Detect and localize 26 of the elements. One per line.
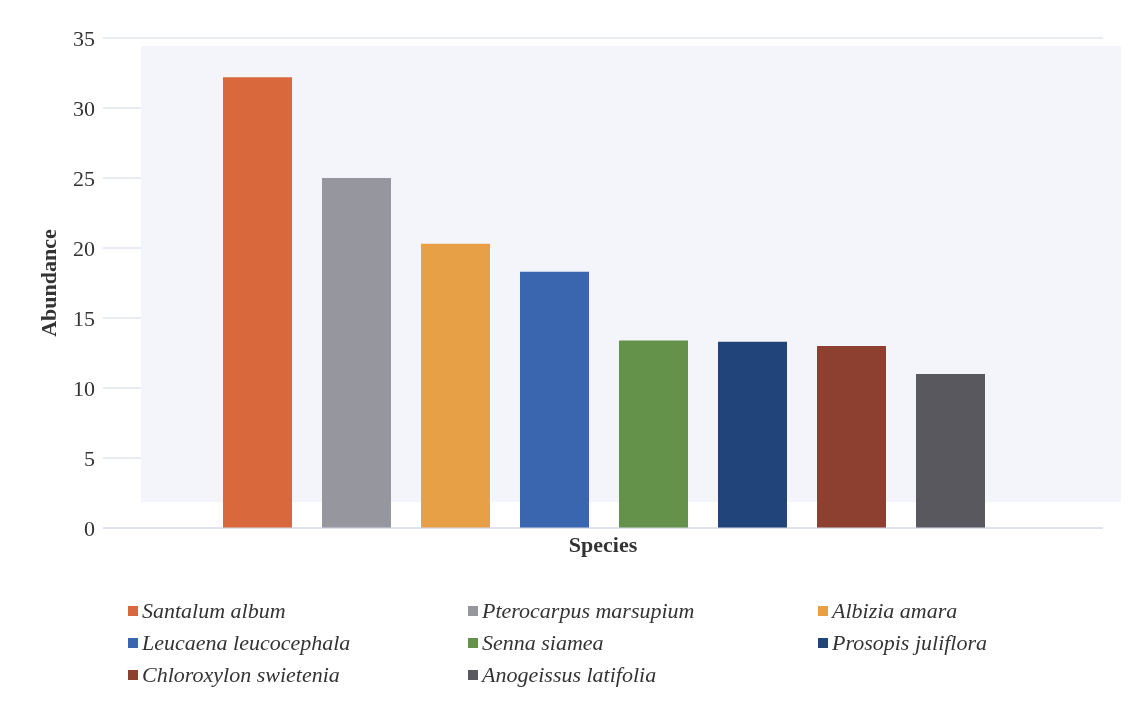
bar <box>916 374 985 528</box>
y-tick-label: 15 <box>73 305 95 331</box>
bar <box>619 340 688 528</box>
y-tick-label: 20 <box>73 235 95 261</box>
legend-label: Anogeissus latifolia <box>482 662 657 688</box>
legend-label: Albizia amara <box>832 598 958 624</box>
legend-label: Senna siamea <box>482 630 604 656</box>
legend-label: Prosopis juliflora <box>832 630 988 656</box>
bar <box>718 341 787 528</box>
y-axis-title: Abundance <box>35 228 61 337</box>
legend-label: Santalum album <box>142 598 286 624</box>
y-tick-label: 30 <box>73 95 95 121</box>
y-tick-label: 25 <box>73 165 95 191</box>
y-tick-label: 5 <box>84 445 95 471</box>
y-tick-label: 0 <box>84 515 95 541</box>
bar <box>322 178 391 528</box>
legend-label: Pterocarpus marsupium <box>482 598 695 624</box>
legend-label: Leucaena leucocephala <box>142 630 351 656</box>
bar <box>223 77 292 528</box>
legend-label: Chloroxylon swietenia <box>142 662 340 688</box>
x-axis-title: Species <box>568 531 638 557</box>
y-tick-label: 35 <box>73 25 95 51</box>
y-tick-label: 10 <box>73 375 95 401</box>
bar <box>421 243 490 528</box>
bar <box>817 346 886 528</box>
bar <box>520 271 589 528</box>
